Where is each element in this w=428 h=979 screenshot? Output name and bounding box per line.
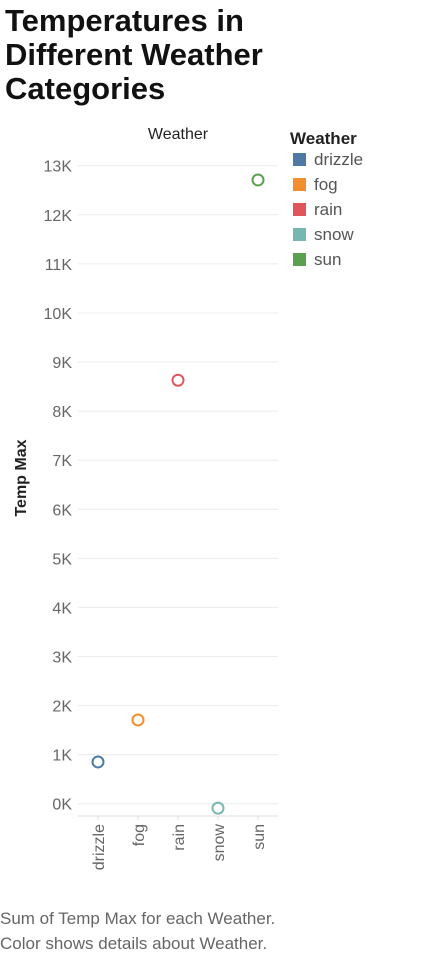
legend-swatch-fog[interactable]	[293, 178, 306, 191]
data-point-fog[interactable]	[131, 713, 145, 727]
legend-swatch-drizzle[interactable]	[293, 153, 306, 166]
y-tick-label: 0K	[52, 797, 72, 814]
y-tick-label: 12K	[44, 208, 73, 225]
y-tick-label: 6K	[52, 502, 72, 519]
x-tick-label-rain: rain	[171, 824, 188, 851]
legend-title: Weather	[290, 129, 357, 148]
x-tick-label-sun: sun	[251, 824, 268, 850]
gridlines	[78, 165, 278, 817]
x-tick-label-fog: fog	[131, 824, 148, 846]
data-point-drizzle[interactable]	[91, 755, 105, 769]
legend-label-drizzle[interactable]: drizzle	[314, 150, 363, 169]
legend-label-snow[interactable]: snow	[314, 225, 354, 244]
y-axis-title: Temp Max	[13, 439, 30, 516]
y-tick-label: 4K	[52, 600, 72, 617]
x-tick-label-snow: snow	[211, 824, 228, 862]
chart-area: Weather Temp Max 0K 1K 2K 3K 4K 5K 6K 7K 8K 9K 10K…	[13, 126, 363, 870]
y-tick-label: 7K	[52, 453, 72, 470]
y-tick-label: 11K	[45, 257, 73, 274]
data-point-snow[interactable]	[211, 801, 225, 815]
y-tick-label: 1K	[52, 748, 72, 765]
data-point-rain[interactable]	[171, 373, 185, 387]
column-header: Weather	[148, 126, 209, 143]
y-axis-ticks: 0K 1K 2K 3K 4K 5K 6K 7K 8K 9K 10K 11K 12K 13K	[44, 159, 73, 814]
legend: Weather drizzle fog rain snow sun	[290, 129, 363, 269]
legend-swatch-snow[interactable]	[293, 228, 306, 241]
chart-title: Temperatures in Different Weather Catego…	[5, 3, 263, 106]
x-axis-ticks: drizzle fog rain snow sun	[91, 816, 268, 870]
chart-caption: Sum of Temp Max for each Weather. Color …	[0, 909, 276, 953]
x-tick-label-drizzle: drizzle	[91, 824, 108, 870]
y-tick-label: 5K	[52, 551, 72, 568]
data-points	[91, 173, 265, 815]
y-tick-label: 2K	[52, 699, 72, 716]
y-tick-label: 10K	[44, 306, 73, 323]
legend-swatch-rain[interactable]	[293, 203, 306, 216]
y-tick-label: 13K	[44, 159, 73, 176]
y-tick-label: 8K	[52, 404, 72, 421]
y-tick-label: 9K	[52, 355, 72, 372]
legend-label-fog[interactable]: fog	[314, 175, 338, 194]
y-tick-label: 3K	[52, 649, 72, 666]
data-point-sun[interactable]	[251, 173, 265, 187]
legend-swatch-sun[interactable]	[293, 253, 306, 266]
legend-label-sun[interactable]: sun	[314, 250, 341, 269]
legend-label-rain[interactable]: rain	[314, 200, 342, 219]
